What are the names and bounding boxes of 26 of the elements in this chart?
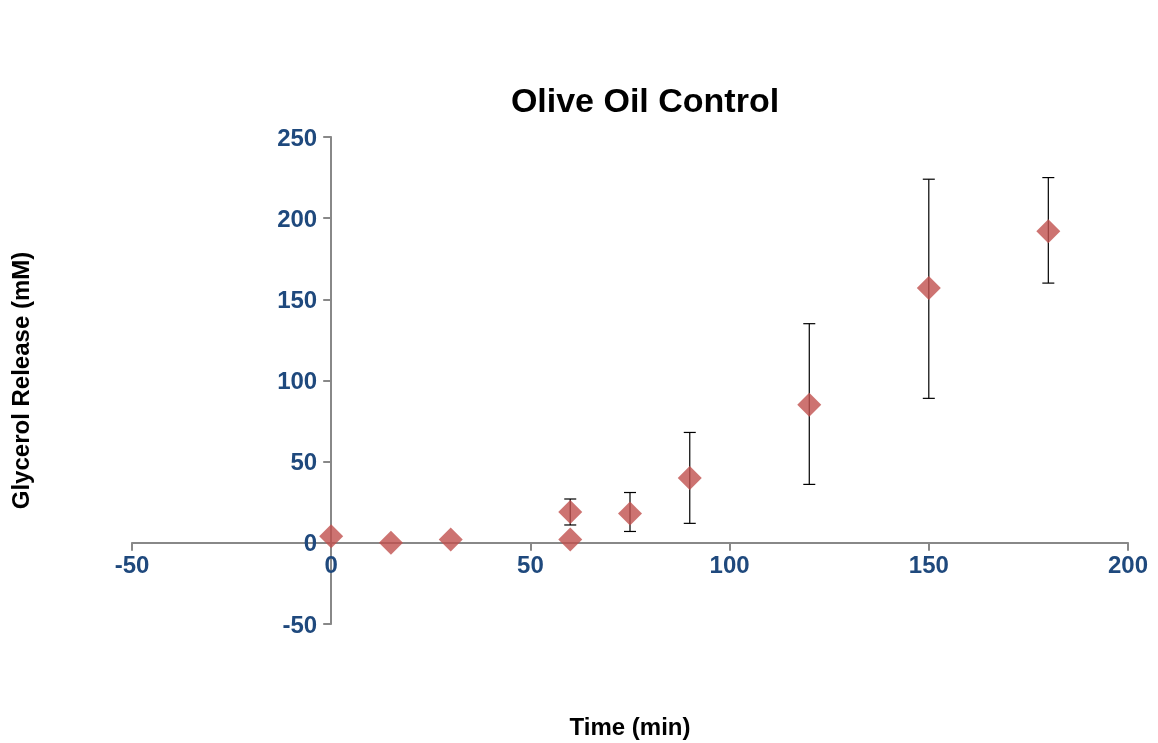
y-axis-title: Glycerol Release (mM): [6, 251, 34, 510]
x-tick-label: 50: [517, 551, 544, 579]
point: [558, 527, 583, 552]
y-tick-label: 250: [277, 123, 318, 151]
point: [797, 392, 822, 417]
y-tick-label: -50: [282, 610, 318, 638]
x-tick-label: 200: [1107, 551, 1149, 579]
point: [916, 275, 941, 300]
x-tick-label: 150: [908, 551, 949, 579]
x-tick-label: -50: [114, 551, 150, 579]
y-tick-label: 0: [303, 529, 318, 557]
chart-title: Olive Oil Control: [510, 81, 780, 119]
point: [378, 530, 403, 555]
x-tick-label: 0: [324, 551, 338, 579]
point: [1036, 219, 1061, 244]
point: [618, 501, 642, 526]
y-tick-label: 150: [277, 285, 318, 313]
point: [558, 499, 583, 524]
x-tick-label: 100: [709, 551, 750, 579]
y-tick-label: 200: [277, 204, 318, 232]
point: [677, 465, 702, 490]
x-axis-title: Time (min): [569, 712, 691, 740]
y-tick-label: 50: [290, 448, 318, 476]
y-tick-label: 100: [277, 367, 318, 394]
point: [319, 524, 344, 549]
point: [438, 527, 463, 552]
